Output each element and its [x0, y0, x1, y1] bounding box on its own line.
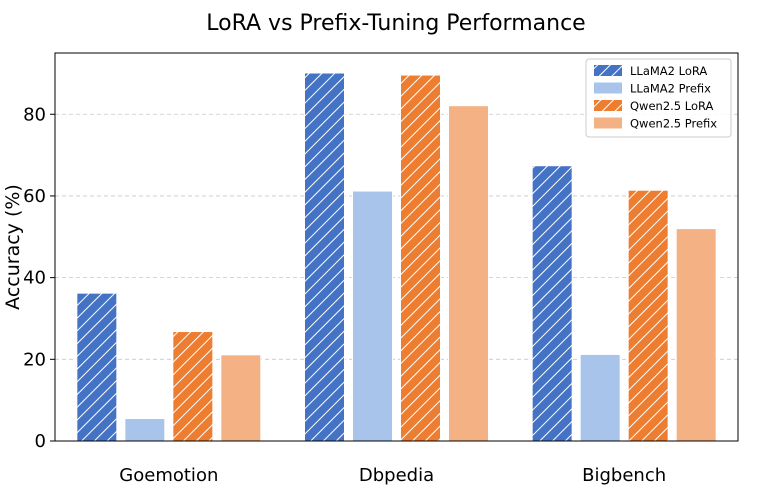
bar-hatch: [532, 165, 573, 441]
legend-swatch-hatch: [594, 65, 622, 76]
bar: [579, 353, 621, 442]
legend-swatch: [594, 117, 622, 129]
bar: [675, 228, 717, 442]
legend-label: LLaMA2 LoRA: [630, 64, 707, 78]
plot-frame: [54, 52, 739, 442]
bar: [220, 354, 262, 442]
y-tick-label: 0: [35, 431, 46, 452]
x-tick-label: Bigbench: [582, 465, 666, 486]
chart-title: LoRA vs Prefix-Tuning Performance: [206, 11, 585, 36]
bar-hatch: [400, 75, 441, 441]
legend-label: LLaMA2 Prefix: [630, 82, 711, 96]
y-tick-label: 40: [23, 268, 46, 289]
legend-swatch-hatch: [594, 100, 622, 111]
y-axis: 0 20 40 60 80: [23, 104, 55, 452]
bar-hatch: [628, 190, 669, 441]
legend-label: Qwen2.5 LoRA: [630, 99, 714, 113]
bar: [124, 418, 166, 442]
x-axis: Goemotion Dbpedia Bigbench: [119, 465, 666, 486]
y-tick-label: 60: [23, 186, 46, 207]
legend-frame: [585, 58, 732, 138]
x-tick-label: Dbpedia: [359, 465, 434, 486]
bar-hatch: [172, 331, 213, 441]
bar-hatch: [76, 293, 117, 441]
bar: [448, 105, 489, 442]
y-tick-label: 80: [23, 104, 46, 125]
legend: LLaMA2 LoRA LLaMA2 Prefix Qwen2.5 LoRA Qwen…: [585, 58, 732, 138]
legend-swatch: [594, 82, 622, 94]
bars: [76, 72, 717, 442]
legend-label: Qwen2.5 Prefix: [630, 117, 717, 131]
bar-hatch: [304, 73, 345, 441]
y-tick-label: 20: [23, 349, 46, 370]
bar: [352, 190, 393, 442]
x-tick-label: Goemotion: [119, 465, 218, 486]
y-axis-label: Accuracy (%): [2, 184, 24, 310]
